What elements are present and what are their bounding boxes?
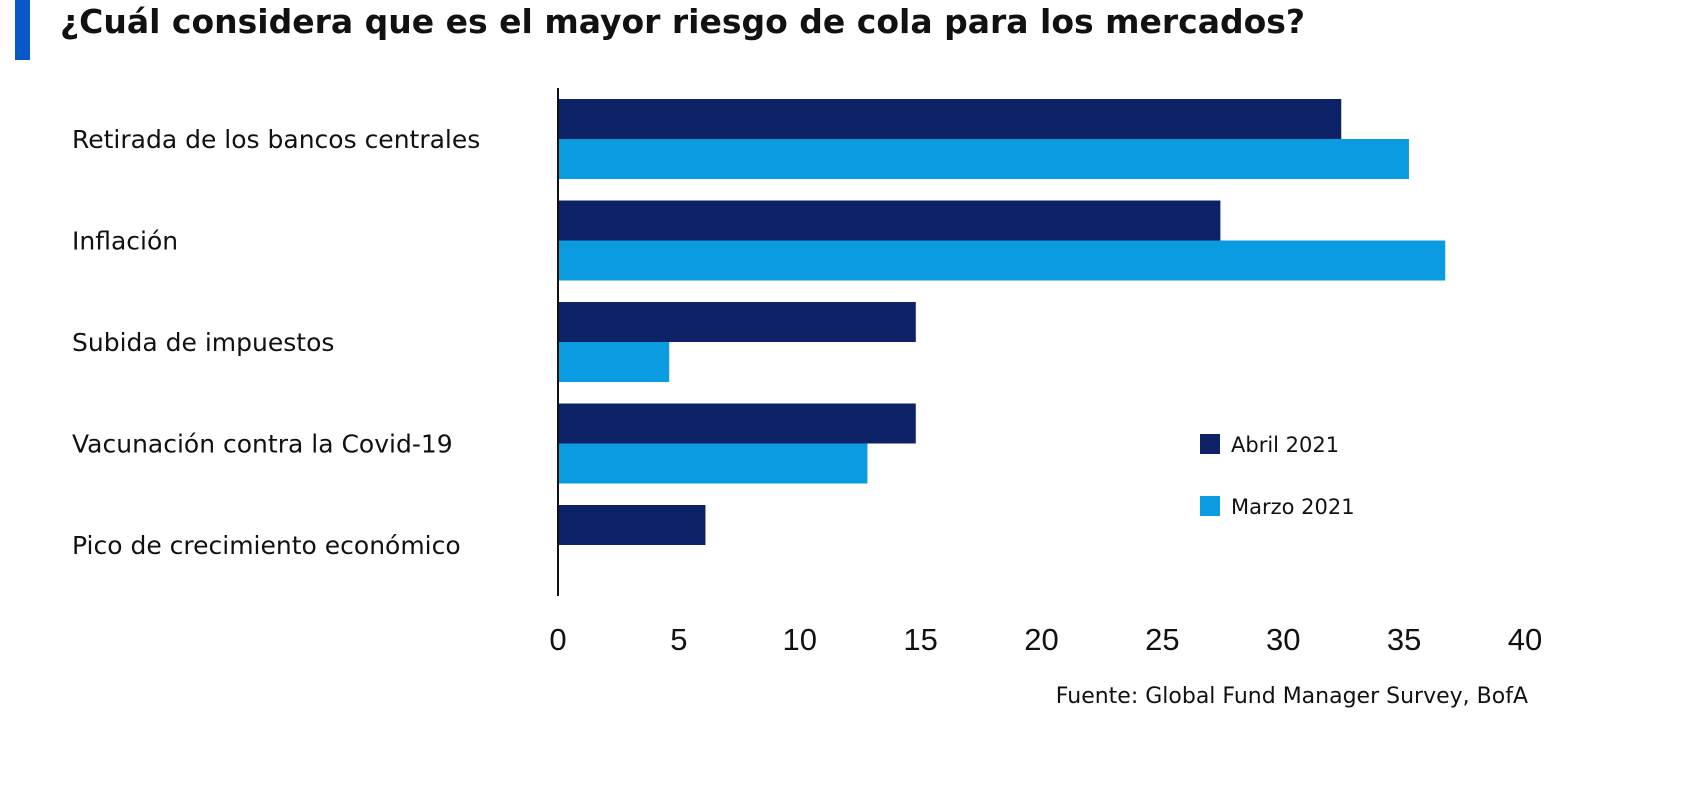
bar-marzo (558, 240, 1446, 281)
category-label: Subida de impuestos (72, 328, 334, 357)
bar-marzo (558, 443, 868, 484)
legend-label: Abril 2021 (1231, 433, 1339, 457)
title-accent-bar (15, 0, 30, 60)
x-tick-label: 10 (783, 622, 817, 657)
legend-swatch (1200, 434, 1220, 454)
bar-abril (558, 200, 1221, 241)
x-tick-label: 25 (1145, 622, 1179, 657)
bar-abril (558, 302, 916, 342)
x-tick-label: 30 (1266, 622, 1300, 657)
x-tick-label: 20 (1024, 622, 1058, 657)
chart-title: ¿Cuál considera que es el mayor riesgo d… (60, 2, 1306, 41)
x-tick-label: 15 (903, 622, 937, 657)
x-tick-label: 0 (549, 622, 566, 657)
bar-abril (558, 505, 706, 545)
legend-swatch (1200, 496, 1220, 516)
x-tick-label: 35 (1387, 622, 1421, 657)
category-label: Pico de crecimiento económico (72, 531, 461, 560)
x-tick-label: 40 (1508, 622, 1542, 657)
category-label: Vacunación contra la Covid-19 (72, 430, 453, 459)
category-label: Inflación (72, 227, 178, 256)
source-note: Fuente: Global Fund Manager Survey, BofA (1055, 684, 1528, 709)
legend-label: Marzo 2021 (1231, 495, 1355, 519)
bar-marzo (558, 342, 670, 382)
x-tick-label: 5 (670, 622, 687, 657)
bar-marzo (558, 139, 1409, 179)
category-label: Retirada de los bancos centrales (72, 125, 480, 154)
bar-abril (558, 99, 1342, 139)
bar-abril (558, 403, 916, 444)
